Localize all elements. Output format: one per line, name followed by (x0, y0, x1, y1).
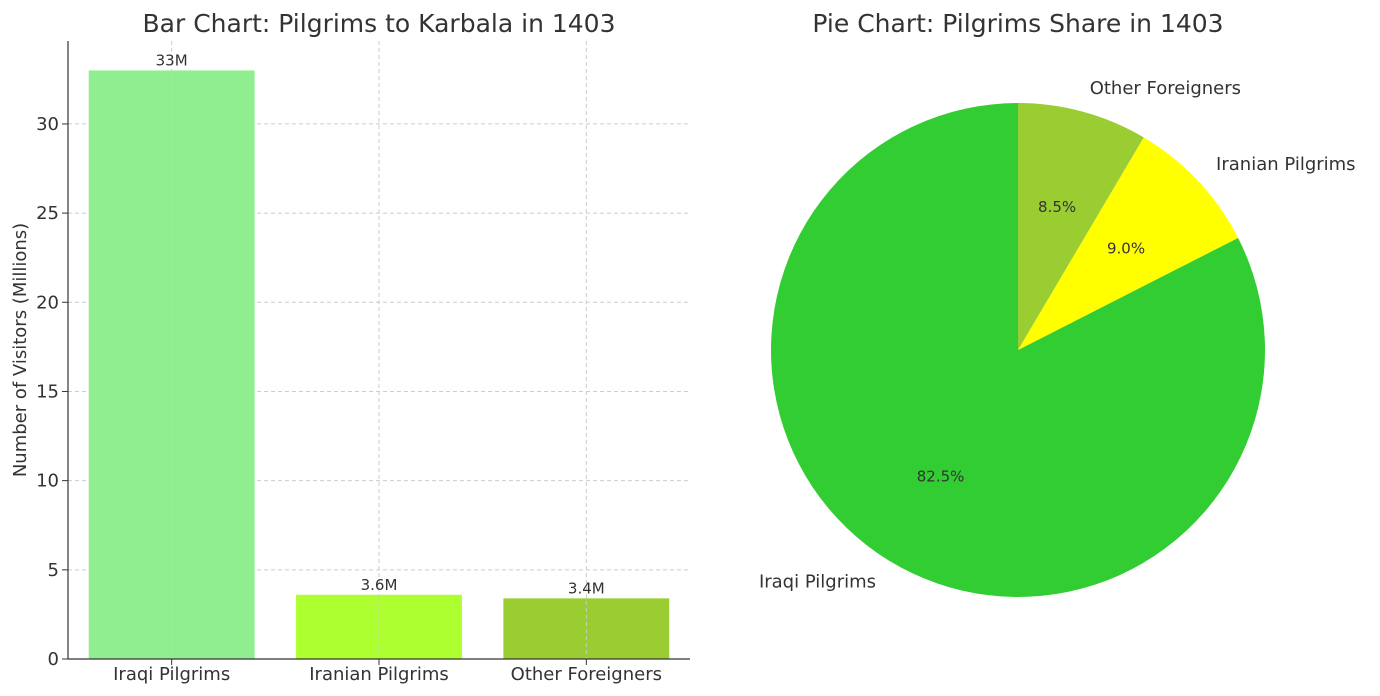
pie-percent-labels: 82.5% 9.0% 8.5% (917, 198, 1145, 485)
pie-slice (1018, 137, 1239, 350)
pie-slice-label: Iraqi Pilgrims (759, 572, 876, 593)
x-tick-label: Iraqi Pilgrims (113, 664, 230, 685)
bar-data-label: 3.4M (568, 579, 605, 597)
y-ticks: 0 5 10 15 20 25 30 (36, 114, 68, 670)
bar-data-label: 3.6M (361, 576, 398, 594)
bar (503, 598, 670, 659)
pie-slice-label: Iranian Pilgrims (1216, 154, 1356, 175)
pie-labels: Iraqi Pilgrims Iranian Pilgrims Other Fore… (759, 78, 1356, 593)
y-tick-label: 25 (36, 203, 59, 224)
y-tick-label: 30 (36, 114, 59, 135)
bar-vertical-grid (171, 41, 587, 659)
pie-percent-label: 8.5% (1038, 198, 1076, 216)
y-axis-label: Number of Visitors (Millions) (10, 223, 31, 477)
pie-chart: Pie Chart: Pilgrims Share in 1403 Iraqi … (759, 9, 1356, 597)
bar-chart: Bar Chart: Pilgrims to Karbala in 1403 0… (10, 9, 690, 685)
bar-data-label: 33M (156, 51, 188, 69)
pie-percent-label: 82.5% (917, 467, 965, 485)
x-tick-label: Other Foreigners (511, 664, 662, 685)
pie-chart-title: Pie Chart: Pilgrims Share in 1403 (812, 9, 1223, 38)
y-tick-label: 15 (36, 381, 59, 402)
x-ticks: Iraqi Pilgrims Iranian Pilgrims Other Fore… (113, 659, 662, 685)
bar-chart-title: Bar Chart: Pilgrims to Karbala in 1403 (143, 9, 616, 38)
bar-data-labels: 33M 3.6M 3.4M (156, 51, 605, 597)
pie-percent-label: 9.0% (1107, 240, 1145, 258)
y-tick-label: 0 (48, 649, 59, 670)
pie-slice (1018, 103, 1144, 350)
y-tick-label: 20 (36, 292, 59, 313)
pie-slices (771, 103, 1265, 597)
x-tick-label: Iranian Pilgrims (309, 664, 449, 685)
bar (296, 594, 462, 659)
y-tick-label: 10 (36, 471, 59, 492)
y-tick-label: 5 (48, 560, 59, 581)
pie-slice-label: Other Foreigners (1090, 78, 1241, 99)
